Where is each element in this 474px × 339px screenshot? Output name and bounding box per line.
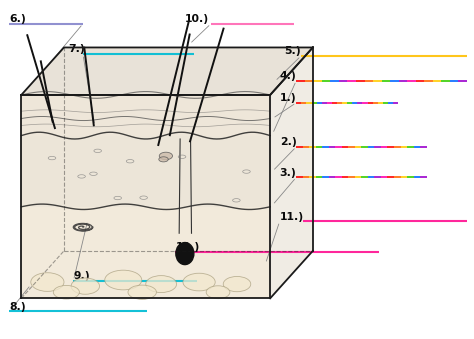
Text: 5.): 5.) bbox=[284, 46, 301, 56]
Text: 10.): 10.) bbox=[185, 14, 209, 24]
Ellipse shape bbox=[159, 152, 173, 160]
Ellipse shape bbox=[206, 286, 230, 299]
Text: 7.): 7.) bbox=[69, 44, 85, 54]
Text: 8.): 8.) bbox=[9, 302, 26, 312]
Text: 1.): 1.) bbox=[280, 93, 296, 103]
Text: 9.): 9.) bbox=[73, 271, 90, 281]
Ellipse shape bbox=[128, 285, 156, 299]
Polygon shape bbox=[21, 136, 270, 207]
Polygon shape bbox=[21, 47, 313, 95]
Ellipse shape bbox=[159, 157, 168, 162]
Ellipse shape bbox=[71, 278, 100, 294]
Ellipse shape bbox=[53, 285, 79, 299]
Ellipse shape bbox=[105, 270, 142, 290]
Ellipse shape bbox=[176, 243, 194, 264]
Text: 3.): 3.) bbox=[280, 168, 296, 178]
Text: 12.): 12.) bbox=[175, 242, 200, 253]
Text: 11.): 11.) bbox=[280, 212, 304, 222]
Polygon shape bbox=[21, 95, 270, 136]
Ellipse shape bbox=[183, 273, 215, 291]
Ellipse shape bbox=[31, 273, 64, 292]
Polygon shape bbox=[21, 207, 270, 298]
Ellipse shape bbox=[146, 276, 176, 293]
Text: 6.): 6.) bbox=[9, 14, 26, 24]
Ellipse shape bbox=[223, 277, 251, 292]
Text: 4.): 4.) bbox=[280, 71, 296, 81]
Polygon shape bbox=[270, 47, 313, 298]
Text: 2.): 2.) bbox=[280, 137, 296, 147]
Polygon shape bbox=[21, 95, 270, 298]
